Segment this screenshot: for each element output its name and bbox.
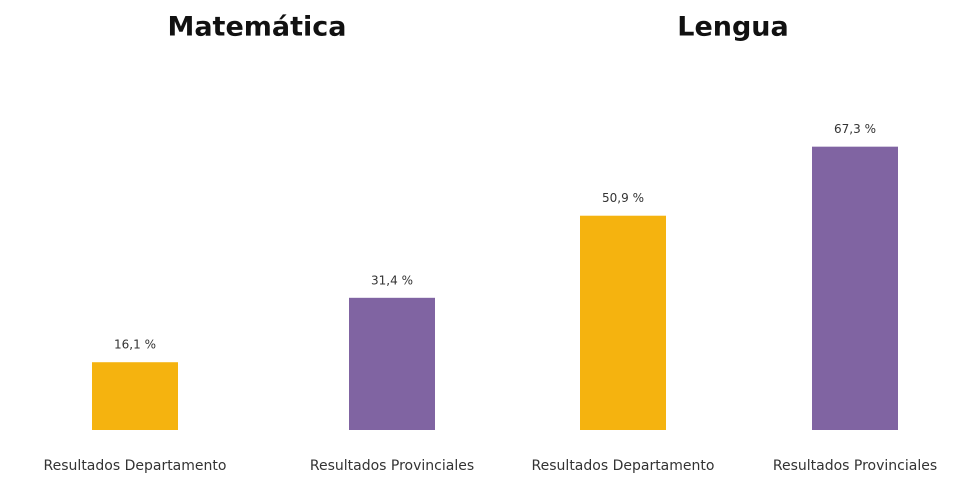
value-label: 67,3 %	[834, 122, 876, 136]
bar	[812, 146, 898, 431]
value-label: 31,4 %	[371, 273, 413, 287]
category-label: Resultados Provinciales	[773, 458, 937, 474]
value-label: 50,9 %	[602, 191, 644, 205]
category-label: Resultados Departamento	[532, 458, 715, 474]
bar	[349, 297, 435, 430]
category-label: Resultados Departamento	[44, 458, 227, 474]
value-label: 16,1 %	[114, 338, 156, 352]
bar	[92, 362, 178, 430]
chart-title: Lengua	[677, 12, 789, 43]
category-label: Resultados Provinciales	[310, 458, 474, 474]
chart-title: Matemática	[167, 12, 346, 43]
bar	[580, 215, 666, 430]
